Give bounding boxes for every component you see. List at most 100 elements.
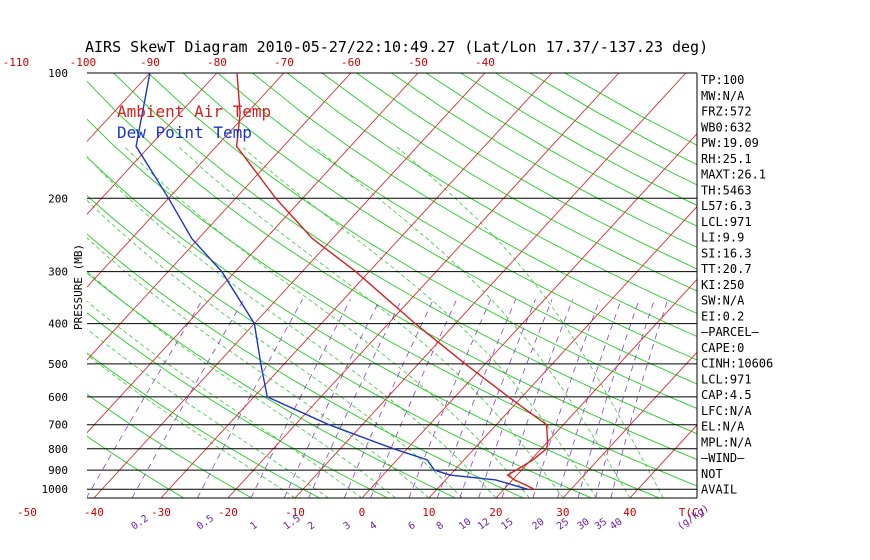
dry-adiabat	[321, 73, 697, 292]
pressure-tick-label: 900	[48, 464, 68, 477]
stability-index-item: —WIND—	[701, 451, 745, 465]
stability-index-item: NOT	[701, 467, 723, 481]
dry-adiabat	[87, 272, 456, 498]
mixing-ratio-line	[610, 299, 669, 498]
bottom-temp-tick-label: -40	[84, 506, 104, 519]
stability-index-item: TT:20.7	[701, 262, 752, 276]
x-axis-unit-label: T(C)	[679, 506, 706, 519]
dry-adiabat	[425, 73, 697, 227]
isotherm	[87, 73, 285, 288]
stability-index-item: EI:0.2	[701, 309, 744, 323]
isotherm	[160, 73, 553, 498]
top-temp-tick-label: -100	[70, 56, 97, 69]
isotherm	[495, 278, 697, 498]
mixing-ratio-tick-label: 10	[457, 517, 473, 533]
legend-dew-point: Dew Point Temp	[117, 123, 252, 142]
stability-index-item: MPL:N/A	[701, 435, 752, 449]
stability-index-item: LI:9.9	[701, 231, 744, 245]
dry-adiabat	[391, 73, 697, 248]
stability-index-item: LFC:N/A	[701, 404, 752, 418]
dry-adiabat	[87, 80, 697, 460]
isotherm	[0, 73, 83, 498]
mixing-ratio-tick-label: 6	[406, 520, 417, 532]
stability-index-item: EL:N/A	[701, 420, 745, 434]
moist-adiabat	[177, 146, 564, 498]
dry-adiabat	[356, 73, 697, 270]
legend-ambient-temp: Ambient Air Temp	[117, 102, 271, 121]
stability-index-item: CAPE:0	[701, 341, 744, 355]
dry-adiabat	[252, 73, 697, 337]
mixing-ratio-line	[577, 299, 640, 498]
stability-index-item: LCL:971	[701, 215, 752, 229]
dew-point-line	[135, 73, 528, 490]
mixing-ratio-tick-label: 3	[342, 520, 353, 532]
bottom-temp-tick-label: 40	[623, 506, 636, 519]
isotherm	[87, 73, 218, 215]
isotherm	[428, 205, 697, 498]
chart-title: AIRS SkewT Diagram 2010-05-27/22:10:49.2…	[85, 38, 708, 56]
pressure-tick-label: 200	[48, 192, 68, 205]
isotherm	[361, 133, 697, 498]
mixing-ratio-tick-label: 40	[608, 517, 624, 533]
stability-index-item: MAXT:26.1	[701, 168, 766, 182]
mixing-ratio-line	[436, 299, 517, 498]
stability-index-item: SI:16.3	[701, 246, 752, 260]
mixing-ratio-line	[595, 299, 655, 498]
mixing-ratio-line	[501, 299, 573, 498]
bottom-temp-tick-label: -30	[151, 506, 171, 519]
stability-index-item: FRZ:572	[701, 105, 752, 119]
dry-adiabat	[182, 73, 697, 385]
dry-adiabat	[87, 194, 592, 498]
mixing-ratio-tick-label: 1	[248, 520, 259, 532]
mixing-ratio-line	[87, 299, 203, 498]
dry-adiabat	[147, 73, 697, 409]
pressure-tick-label: 300	[48, 266, 68, 279]
dry-adiabat	[217, 73, 697, 361]
stability-index-item: CINH:10606	[701, 357, 773, 371]
bottom-temp-tick-label: 30	[556, 506, 569, 519]
pressure-tick-label: 500	[48, 358, 68, 371]
pressure-tick-label: 100	[48, 67, 68, 80]
mixing-ratio-tick-label: 30	[576, 517, 592, 533]
dry-adiabat	[87, 352, 320, 498]
bottom-temp-tick-label: -50	[17, 506, 37, 519]
dry-adiabat	[286, 73, 697, 314]
stability-index-item: KI:250	[701, 278, 744, 292]
mixing-ratio-tick-label: 0.5	[195, 513, 216, 532]
mixing-ratio-tick-label: 35	[593, 517, 609, 533]
stability-index-item: PW:19.09	[701, 136, 759, 150]
top-temp-tick-label: -90	[140, 56, 160, 69]
dry-adiabat	[87, 393, 252, 498]
bottom-temp-tick-label: 10	[422, 506, 435, 519]
dry-adiabat	[87, 118, 697, 487]
isotherm	[0, 73, 16, 498]
isotherm	[87, 73, 352, 361]
mixing-ratio-line	[197, 299, 303, 498]
dry-adiabat	[87, 233, 524, 498]
stability-index-item: TP:100	[701, 73, 744, 87]
stability-index-item: CAP:4.5	[701, 388, 752, 402]
pressure-tick-label: 700	[48, 419, 68, 432]
pressure-tick-label: 600	[48, 391, 68, 404]
pressure-tick-label: 800	[48, 443, 68, 456]
stability-index-item: RH:25.1	[701, 152, 752, 166]
top-temp-tick-label: -60	[341, 56, 361, 69]
mixing-ratio-tick-label: 4	[368, 520, 379, 532]
pressure-tick-label: 400	[48, 318, 68, 331]
dry-adiabat	[495, 73, 697, 186]
stability-index-item: AVAIL	[701, 483, 737, 497]
isotherm	[227, 73, 620, 498]
stability-index-item: WB0:632	[701, 120, 752, 134]
stability-index-item: L57:6.3	[701, 199, 752, 213]
top-temp-tick-label: -110	[3, 56, 30, 69]
stability-index-item: —PARCEL—	[701, 325, 760, 339]
dry-adiabat	[87, 156, 660, 498]
dry-adiabat	[87, 435, 185, 498]
y-axis-label: PRESSURE (MB)	[72, 244, 85, 330]
isotherm	[764, 73, 870, 498]
bottom-temp-tick-label: 0	[359, 506, 366, 519]
mixing-ratio-line	[250, 299, 351, 498]
mixing-ratio-line	[532, 299, 601, 498]
isotherm	[87, 73, 419, 434]
